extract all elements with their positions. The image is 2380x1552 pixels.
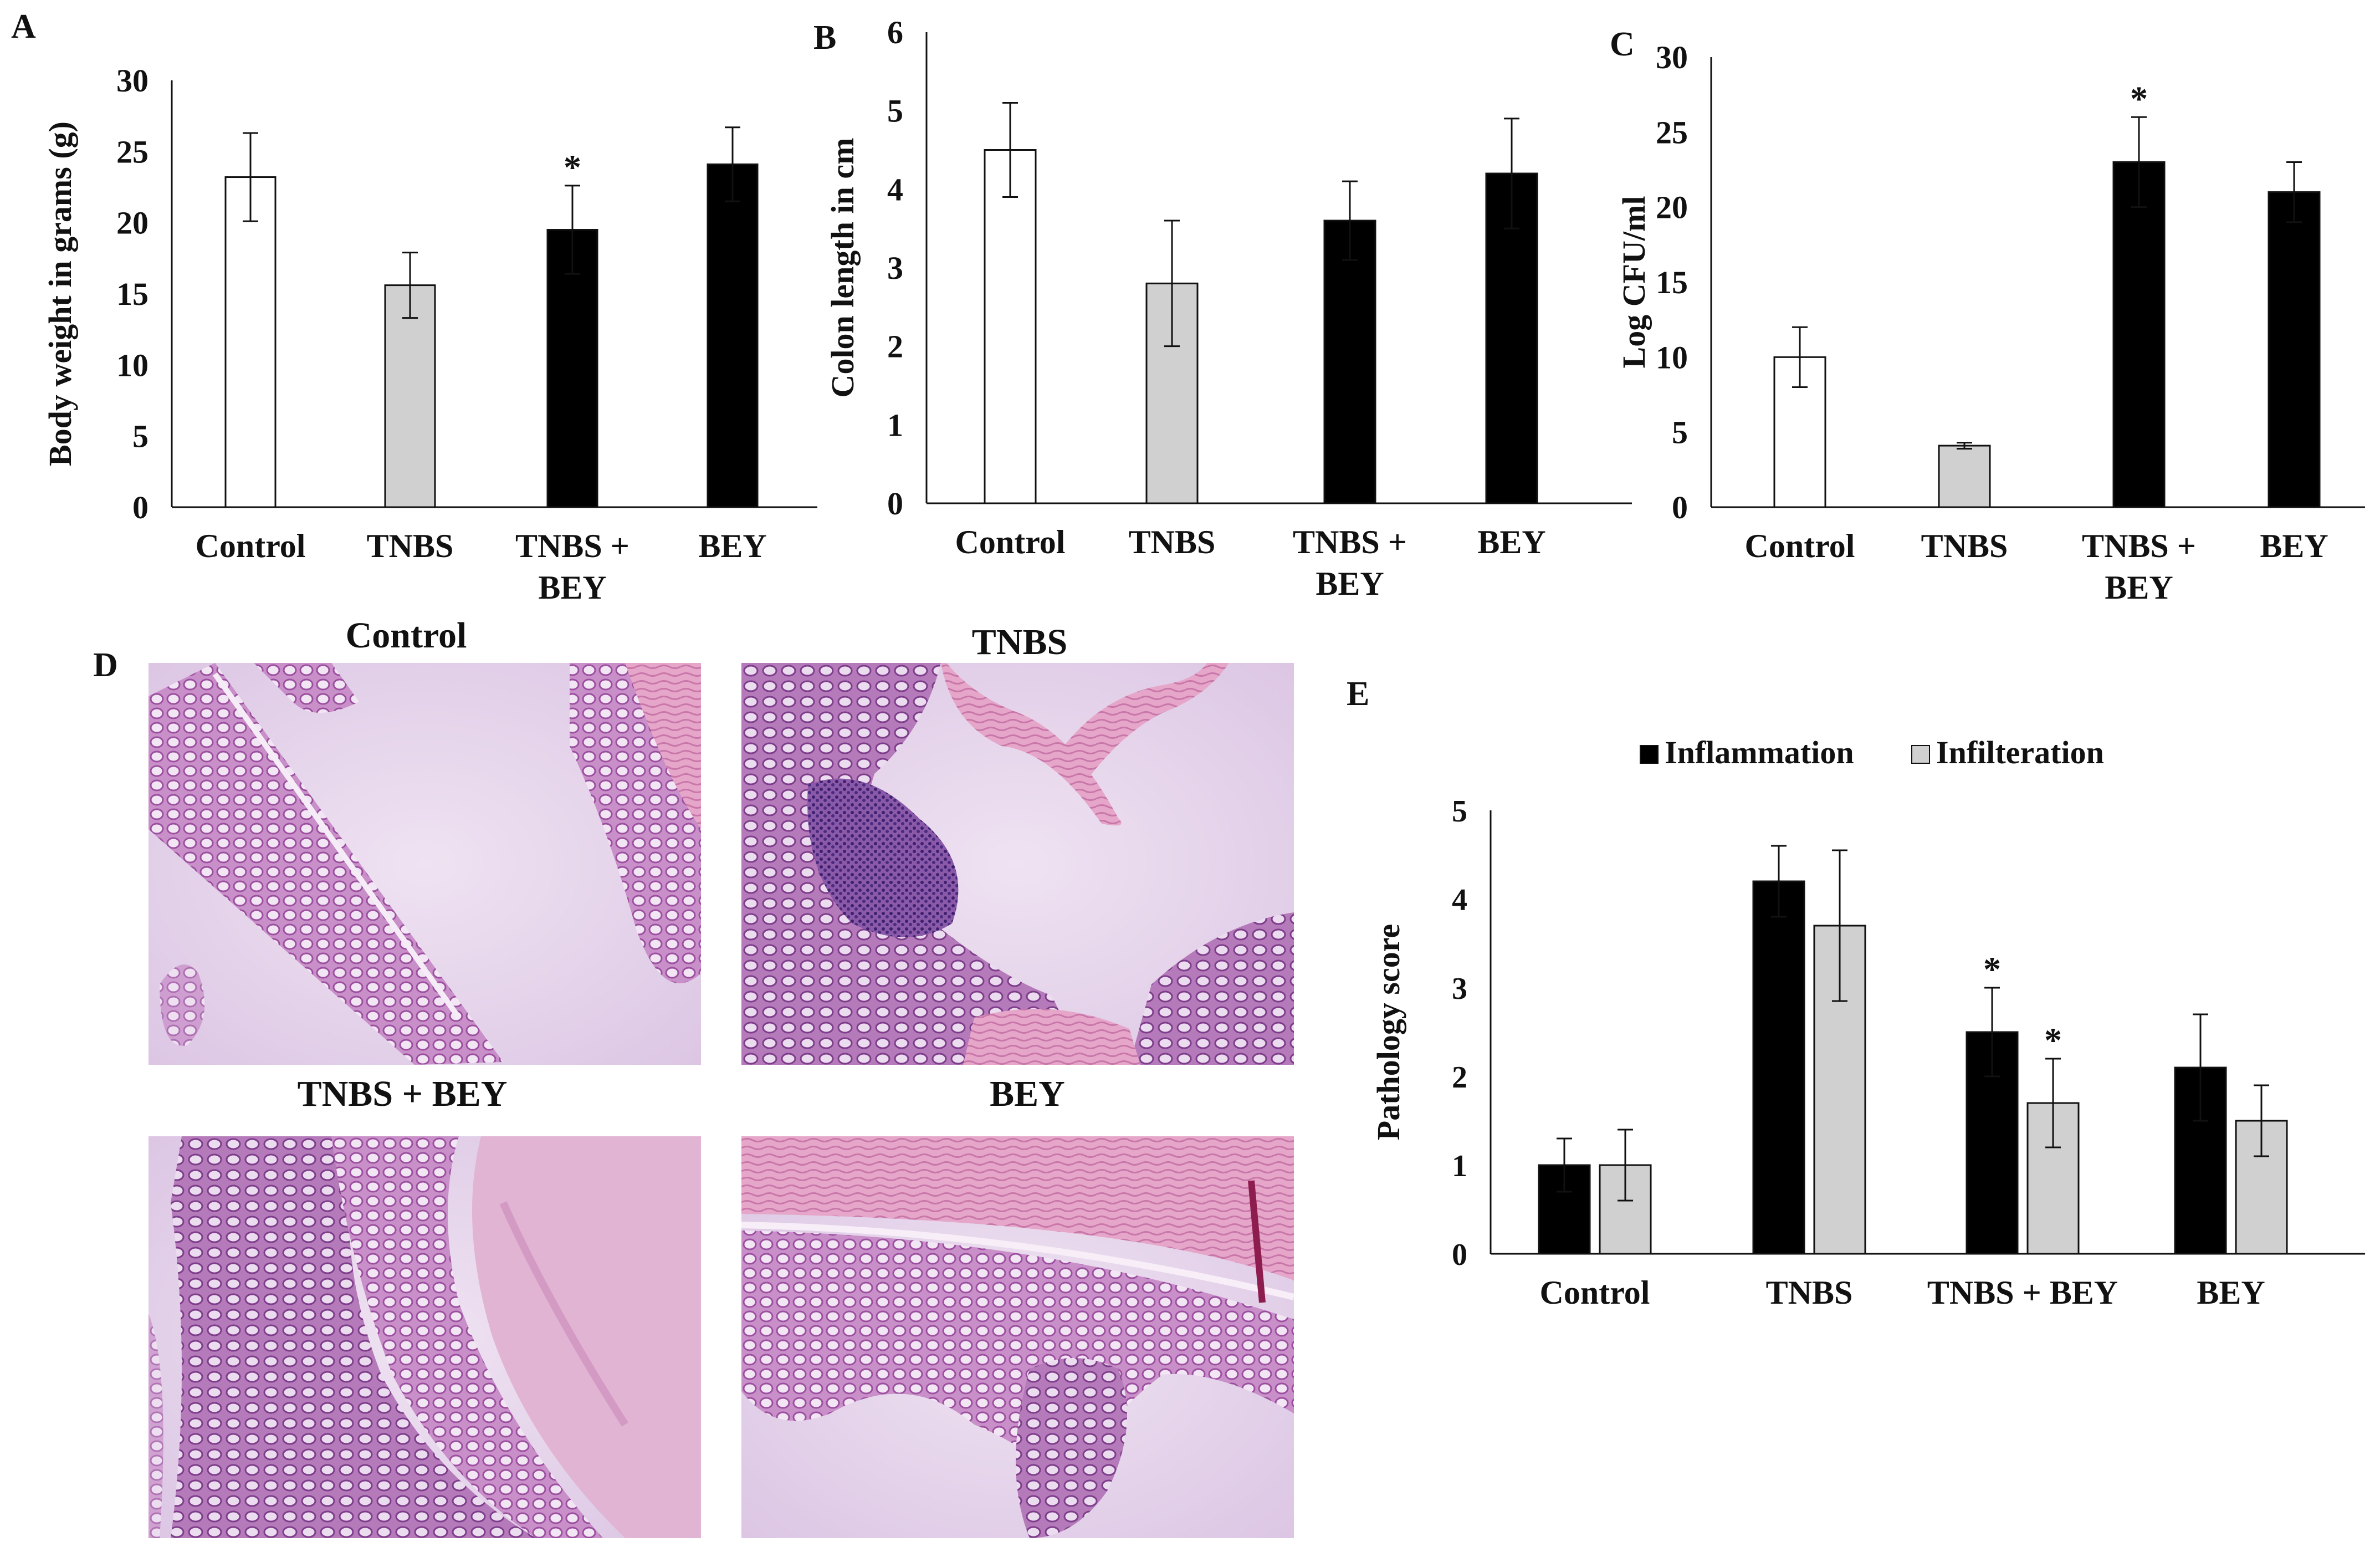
y-tick-label: 1	[887, 407, 903, 443]
y-tick-label: 6	[887, 14, 903, 50]
histology-title-bey: BEY	[990, 1074, 1065, 1114]
y-tick-label: 0	[1672, 489, 1688, 525]
x-category-label: BEY	[1477, 524, 1545, 560]
histology-title-control: Control	[346, 615, 467, 656]
y-tick-label: 0	[887, 486, 903, 522]
histology-title-tnbs-bey: TNBS + BEY	[298, 1074, 508, 1114]
legend-label: Inflammation	[1665, 734, 1854, 770]
y-tick-label: 25	[1656, 114, 1688, 150]
bar	[2112, 161, 2166, 508]
y-tick-label: 30	[1656, 39, 1688, 75]
y-axis-label: Body weight in grams (g)	[42, 121, 78, 466]
y-tick-label: 0	[1452, 1238, 1467, 1272]
chart-b: 0 1 2 3 4 5 6 Colon length in cm Control TNBS TNBS…	[825, 14, 1632, 602]
bar	[2268, 191, 2321, 508]
panel-label-e: E	[1347, 675, 1369, 713]
x-category-label: Control	[955, 524, 1066, 560]
y-tick-label: 5	[1672, 415, 1688, 451]
histology-image-tnbs	[741, 663, 1294, 1065]
y-tick-label: 4	[1452, 883, 1467, 917]
y-tick-label: 15	[116, 276, 149, 312]
y-tick-label: 2	[887, 329, 903, 365]
y-tick-label: 3	[887, 250, 903, 286]
panel-label-b: B	[813, 19, 836, 57]
y-tick-label: 3	[1452, 972, 1467, 1006]
y-tick-label: 10	[1656, 339, 1688, 375]
y-tick-label: 1	[1452, 1149, 1467, 1183]
y-tick-label: 5	[132, 418, 149, 455]
histology-image-control	[149, 663, 701, 1065]
panel-label-a: A	[11, 8, 36, 45]
x-category-label: BEY	[2260, 528, 2328, 564]
x-category-label: TNBS	[1921, 528, 2008, 564]
y-tick-label: 20	[1656, 190, 1688, 226]
histology-image-bey	[741, 1136, 1294, 1538]
x-category-label: TNBS	[1129, 524, 1216, 560]
y-tick-label: 15	[1656, 264, 1688, 300]
bar	[707, 163, 759, 508]
chart-c: 0 5 10 15 20 25 30 Log CFU/ml Control TNBS TNBS + B…	[1616, 39, 2365, 606]
bar	[546, 229, 598, 508]
x-category-label: TNBS + BEY	[2082, 528, 2196, 606]
bar	[1752, 880, 1805, 1255]
bar	[984, 149, 1037, 504]
y-tick-label: 25	[116, 134, 149, 170]
y-tick-label: 5	[887, 93, 903, 129]
y-tick-label: 10	[116, 347, 149, 383]
panel-label-c: C	[1610, 25, 1635, 63]
y-tick-label: 4	[887, 171, 903, 207]
significance-marker: *	[2044, 1020, 2062, 1060]
x-category-label: BEY	[698, 528, 766, 564]
legend-label: Infilteration	[1936, 734, 2104, 770]
x-category-label: TNBS + BEY	[1927, 1274, 2118, 1311]
significance-marker: *	[2130, 79, 2148, 118]
significance-marker: *	[1983, 949, 2001, 989]
x-category-label: BEY	[2197, 1274, 2265, 1311]
x-category-label: TNBS	[367, 528, 454, 564]
chart-a: 0 5 10 15 20 25 30 Body weight in grams (g) Cont…	[42, 63, 817, 606]
x-category-label: Control	[1540, 1274, 1650, 1311]
x-category-label: Control	[196, 528, 306, 564]
bar	[224, 176, 277, 508]
chart-e: 0 1 2 3 4 5 Pathology score Control TNBS TNBS + B…	[1370, 734, 2365, 1311]
x-category-label: TNBS	[1766, 1274, 1853, 1311]
significance-marker: *	[564, 147, 581, 187]
y-axis-label: Pathology score	[1370, 924, 1406, 1140]
legend-swatch	[1640, 745, 1659, 764]
panel-label-d: D	[93, 646, 118, 684]
legend-swatch	[1911, 745, 1930, 764]
bar	[384, 284, 436, 508]
y-tick-label: 0	[132, 489, 149, 525]
y-tick-label: 2	[1452, 1060, 1467, 1095]
x-category-label: TNBS + BEY	[1293, 524, 1407, 602]
y-tick-label: 20	[116, 205, 149, 241]
bar	[1323, 219, 1376, 504]
x-category-label: Control	[1745, 528, 1855, 564]
legend: Inflammation Infilteration	[1640, 734, 2104, 770]
histology-panel: Control TNBS TNBS + BEY BEY	[149, 615, 1294, 1538]
y-axis-label: Colon length in cm	[825, 138, 861, 398]
y-tick-label: 5	[1452, 794, 1467, 829]
x-category-label: TNBS + BEY	[515, 528, 629, 606]
y-tick-label: 30	[116, 63, 149, 99]
bar	[1938, 445, 1991, 508]
y-axis-label: Log CFU/ml	[1616, 196, 1652, 369]
histology-image-tnbs-bey	[149, 1136, 701, 1538]
histology-title-tnbs: TNBS	[972, 622, 1067, 662]
